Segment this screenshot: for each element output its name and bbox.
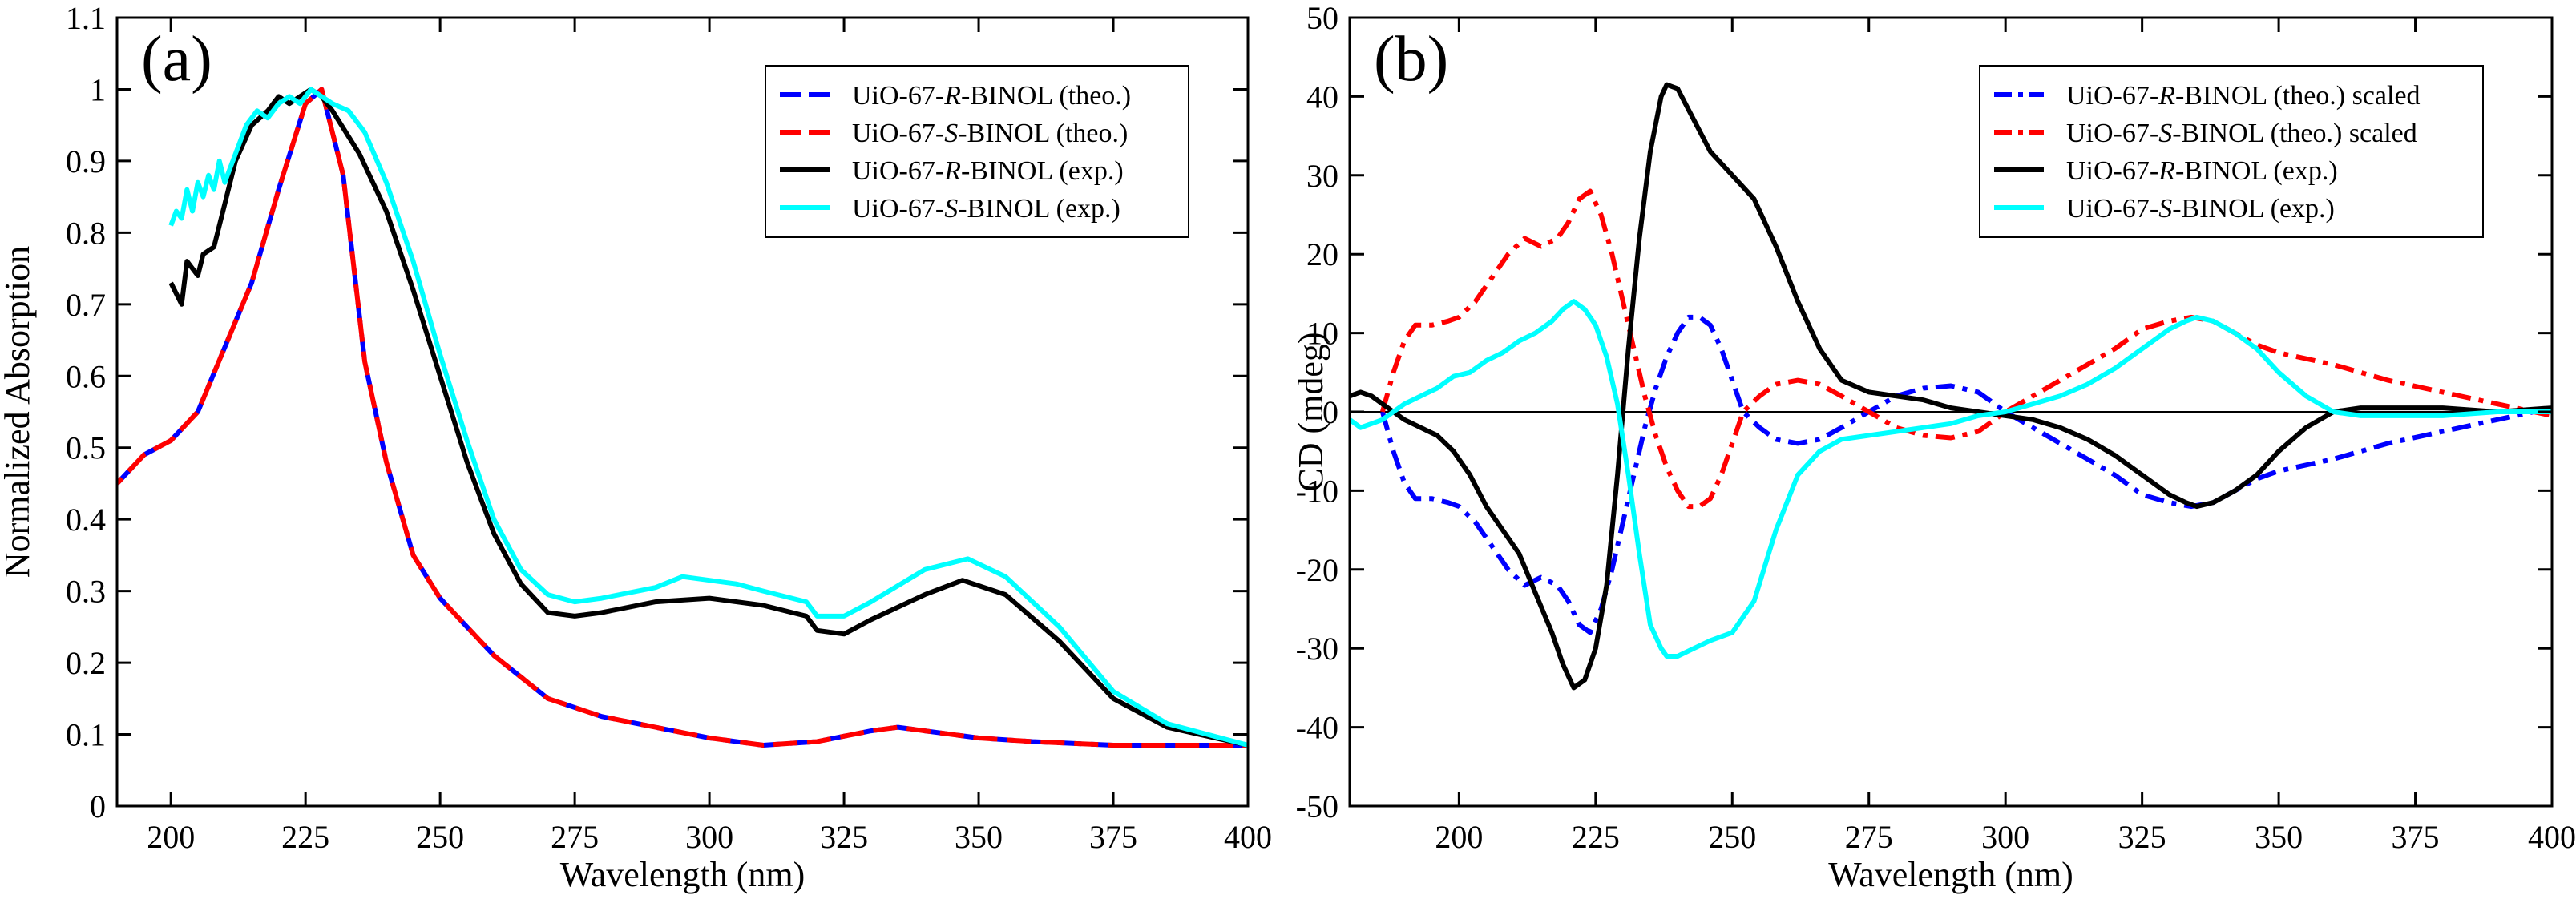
y-tick-label: 1 (90, 71, 106, 107)
y-tick-label: -10 (1296, 473, 1338, 509)
x-tick-label: 200 (1435, 819, 1483, 855)
x-tick-label: 225 (281, 819, 329, 855)
y-tick-label: 50 (1306, 0, 1338, 36)
y-tick-label: 0.8 (66, 215, 106, 251)
y-tick-label: -20 (1296, 552, 1338, 588)
x-tick-label: 400 (2528, 819, 2576, 855)
y-tick-label: 1.1 (66, 0, 106, 36)
x-tick-label: 375 (2392, 819, 2440, 855)
x-tick-label: 275 (1845, 819, 1893, 855)
y-tick-label: 0.9 (66, 143, 106, 179)
legend-entry: UiO-67-S-BINOL (theo.) scaled (2066, 119, 2417, 148)
x-tick-label: 325 (820, 819, 868, 855)
legend: UiO-67-R-BINOL (theo.) scaled UiO-67-S-BI… (1979, 65, 2484, 238)
x-tick-label: 350 (2255, 819, 2303, 855)
y-tick-label: 10 (1306, 316, 1338, 352)
y-tick-label: 20 (1306, 236, 1338, 272)
x-tick-label: 250 (416, 819, 464, 855)
x-tick-label: 375 (1089, 819, 1137, 855)
series-line-3 (1350, 82, 2552, 691)
x-axis-title: Wavelength (nm) (1828, 855, 2073, 894)
y-tick-label: 40 (1306, 79, 1338, 115)
panel-b: 200 225 250 275 300 325 350 375 400-50-40-30-20-… (1291, 0, 2576, 894)
x-tick-label: 275 (551, 819, 599, 855)
y-tick-label: 0 (90, 788, 106, 824)
legend-entry: UiO-67-R-BINOL (theo.) scaled (2066, 81, 2421, 111)
y-tick-label: 30 (1306, 158, 1338, 194)
x-tick-label: 250 (1708, 819, 1756, 855)
legend-entry: UiO-67-S-BINOL (exp.) (2066, 194, 2335, 224)
legend-entry: UiO-67-R-BINOL (theo.) (852, 81, 1131, 111)
panel-label: (b) (1374, 24, 1448, 95)
legend-entry: UiO-67-R-BINOL (exp.) (2066, 156, 2338, 186)
y-tick-label: 0.6 (66, 358, 106, 394)
legend-entry: UiO-67-S-BINOL (theo.) (852, 119, 1128, 148)
y-axis-title: CD (mdeg) (1291, 332, 1330, 491)
x-axis-title: Wavelength (nm) (560, 855, 806, 894)
legend-box (1979, 65, 2484, 238)
x-tick-label: 400 (1224, 819, 1272, 855)
legend-box (765, 65, 1189, 238)
x-tick-label: 200 (147, 819, 195, 855)
series-line-2 (1380, 188, 2552, 510)
series-line-4 (168, 87, 1248, 748)
y-tick-label: -50 (1296, 788, 1338, 824)
y-tick-label: 0.1 (66, 717, 106, 753)
y-tick-label: 0.3 (66, 574, 106, 610)
legend: UiO-67-R-BINOL (theo.) UiO-67-S-BINOL (th… (765, 65, 1189, 238)
plot-frame (115, 16, 1250, 808)
y-tick-label: 0.2 (66, 645, 106, 681)
y-tick-label: 0 (1322, 394, 1338, 430)
y-tick-label: 0.5 (66, 430, 106, 466)
y-tick-label: 0.7 (66, 287, 106, 323)
x-tick-label: 300 (1981, 819, 2029, 855)
x-tick-label: 225 (1572, 819, 1620, 855)
y-tick-label: -30 (1296, 631, 1338, 667)
x-tick-label: 350 (955, 819, 1003, 855)
series-line-2 (117, 87, 1248, 748)
series-line-1 (1380, 314, 2552, 635)
series-line-3 (168, 87, 1248, 748)
legend-entry: UiO-67-S-BINOL (exp.) (852, 194, 1120, 224)
y-tick-label: 0.4 (66, 502, 106, 538)
panel-a: 200 225 250 275 300 325 350 375 400 0 0.1 0.2 0.3 0.4… (0, 0, 1272, 894)
legend-entry: UiO-67-R-BINOL (exp.) (852, 156, 1124, 186)
series-line-4 (1350, 299, 2552, 659)
panel-label: (a) (141, 24, 212, 95)
x-tick-label: 300 (685, 819, 733, 855)
y-axis-title: Normalized Absorption (0, 246, 37, 578)
y-tick-label: -40 (1296, 710, 1338, 746)
x-tick-label: 325 (2118, 819, 2166, 855)
